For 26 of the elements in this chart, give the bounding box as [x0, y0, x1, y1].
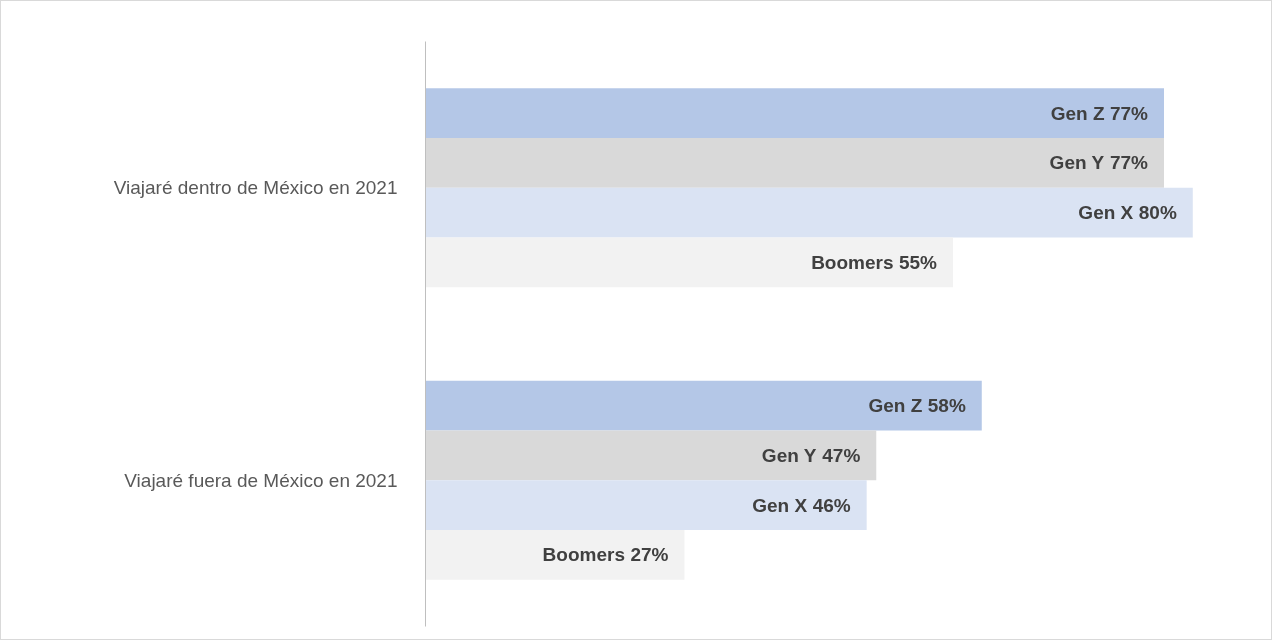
data-label: 47%	[822, 444, 861, 466]
bar	[425, 237, 953, 288]
series-label: Boomers	[811, 251, 894, 273]
bar	[425, 88, 1164, 139]
series-label: Gen Y	[1049, 152, 1105, 174]
data-label: 55%	[898, 251, 938, 273]
bar	[425, 187, 1193, 238]
y-tick-label: Viajaré fuera de México en 2021	[124, 469, 398, 491]
series-label: Gen X	[1078, 202, 1134, 224]
series-label: Gen Z	[868, 395, 923, 417]
data-label: 46%	[812, 494, 851, 516]
y-tick-label: Viajaré dentro de México en 2021	[113, 177, 398, 199]
bar	[425, 380, 982, 431]
text: Boomers	[542, 544, 625, 566]
text: Gen Y	[761, 444, 817, 466]
data-label: 27%	[630, 544, 669, 566]
text: Gen Z	[1050, 102, 1105, 124]
data-label: 77%	[1109, 152, 1149, 174]
data-label: 77%	[1109, 102, 1149, 124]
bar	[425, 430, 877, 481]
text: Gen X	[752, 494, 808, 516]
bar	[425, 480, 867, 530]
data-label: 80%	[1138, 202, 1177, 224]
bar	[425, 138, 1164, 188]
data-label: 58%	[927, 395, 966, 417]
bar	[425, 529, 685, 580]
